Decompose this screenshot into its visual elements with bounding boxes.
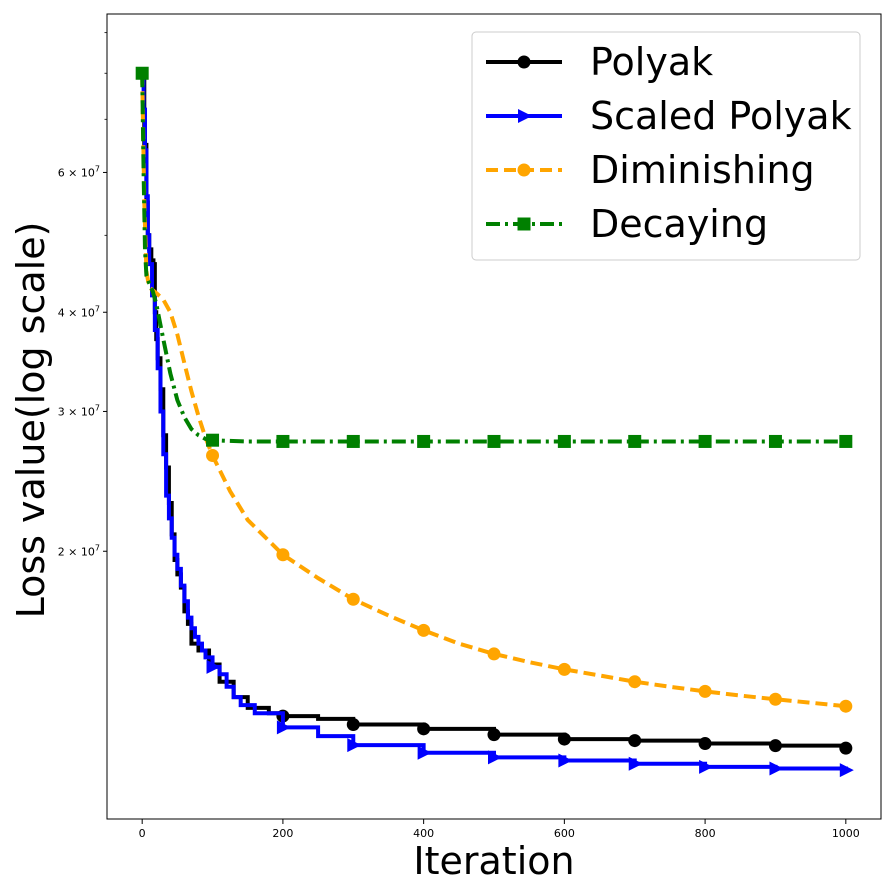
y-tick-label: 3 × 107 [58, 403, 100, 418]
data-point-diminishing [557, 662, 571, 676]
legend-label-scaled-polyak: Scaled Polyak [590, 94, 852, 138]
legend-label-decaying: Decaying [590, 202, 768, 246]
data-point-diminishing [487, 647, 501, 661]
legend-box [471, 31, 861, 261]
series-layer [135, 66, 854, 778]
data-point-decaying [206, 433, 220, 447]
legend-marker-polyak [517, 55, 531, 69]
data-point-polyak [768, 739, 782, 753]
data-point-diminishing [417, 623, 431, 637]
data-point-polyak [698, 737, 712, 751]
data-point-polyak [557, 732, 571, 746]
data-point-polyak [628, 734, 642, 748]
data-point-decaying [628, 434, 642, 448]
data-point-decaying [135, 66, 149, 80]
legend-label-polyak: Polyak [590, 40, 713, 84]
data-point-diminishing [698, 684, 712, 698]
data-point-decaying [417, 434, 431, 448]
y-tick-label: 2 × 107 [58, 543, 100, 558]
data-point-decaying [557, 434, 571, 448]
data-point-decaying [487, 434, 501, 448]
data-point-diminishing [276, 548, 290, 562]
x-tick-label: 800 [695, 827, 716, 840]
x-tick-label: 0 [139, 827, 146, 840]
y-axis-ticks: 2 × 107 3 × 107 4 × 107 6 × 107 [58, 32, 107, 558]
data-point-scaled-polyak [699, 759, 714, 774]
data-point-diminishing [768, 692, 782, 706]
data-point-scaled-polyak [206, 659, 221, 674]
x-axis-ticks: 0 200 400 600 800 1000 [139, 819, 860, 840]
legend-label-diminishing: Diminishing [590, 148, 815, 192]
data-point-decaying [346, 434, 360, 448]
data-point-scaled-polyak [628, 756, 643, 771]
x-tick-label: 400 [413, 827, 434, 840]
x-tick-label: 200 [272, 827, 293, 840]
data-point-scaled-polyak [558, 753, 573, 768]
data-point-scaled-polyak [347, 738, 362, 753]
x-tick-label: 1000 [832, 827, 860, 840]
data-point-scaled-polyak [417, 745, 432, 760]
data-point-decaying [768, 434, 782, 448]
series-line-diminishing [140, 73, 847, 709]
data-point-diminishing [839, 699, 853, 713]
legend-marker-decaying [517, 217, 531, 231]
data-point-polyak [839, 741, 853, 755]
data-point-diminishing [628, 675, 642, 689]
data-point-scaled-polyak [839, 763, 854, 778]
data-point-decaying [698, 434, 712, 448]
data-point-decaying [276, 434, 290, 448]
series-diminishing [140, 73, 853, 713]
legend-marker-diminishing [517, 163, 531, 177]
data-point-scaled-polyak [769, 761, 784, 776]
data-point-diminishing [346, 592, 360, 606]
data-point-scaled-polyak [276, 720, 291, 735]
plot-frame [106, 13, 882, 820]
data-point-diminishing [206, 449, 220, 463]
data-point-decaying [839, 434, 853, 448]
legend-marker-scaled-polyak [518, 109, 532, 123]
legend: Polyak Scaled Polyak Diminishing Decaying [471, 31, 861, 261]
data-point-polyak [417, 722, 431, 736]
series-decaying [135, 66, 853, 448]
y-tick-label: 4 × 107 [58, 304, 100, 319]
x-tick-label: 600 [554, 827, 575, 840]
data-point-scaled-polyak [488, 750, 502, 765]
y-tick-label: 6 × 107 [58, 164, 100, 179]
y-axis-title: Loss value(log scale) [9, 222, 53, 619]
series-line-decaying [140, 73, 846, 444]
data-point-polyak [346, 718, 360, 732]
x-axis-title: Iteration [413, 839, 574, 883]
data-point-polyak [487, 728, 501, 742]
